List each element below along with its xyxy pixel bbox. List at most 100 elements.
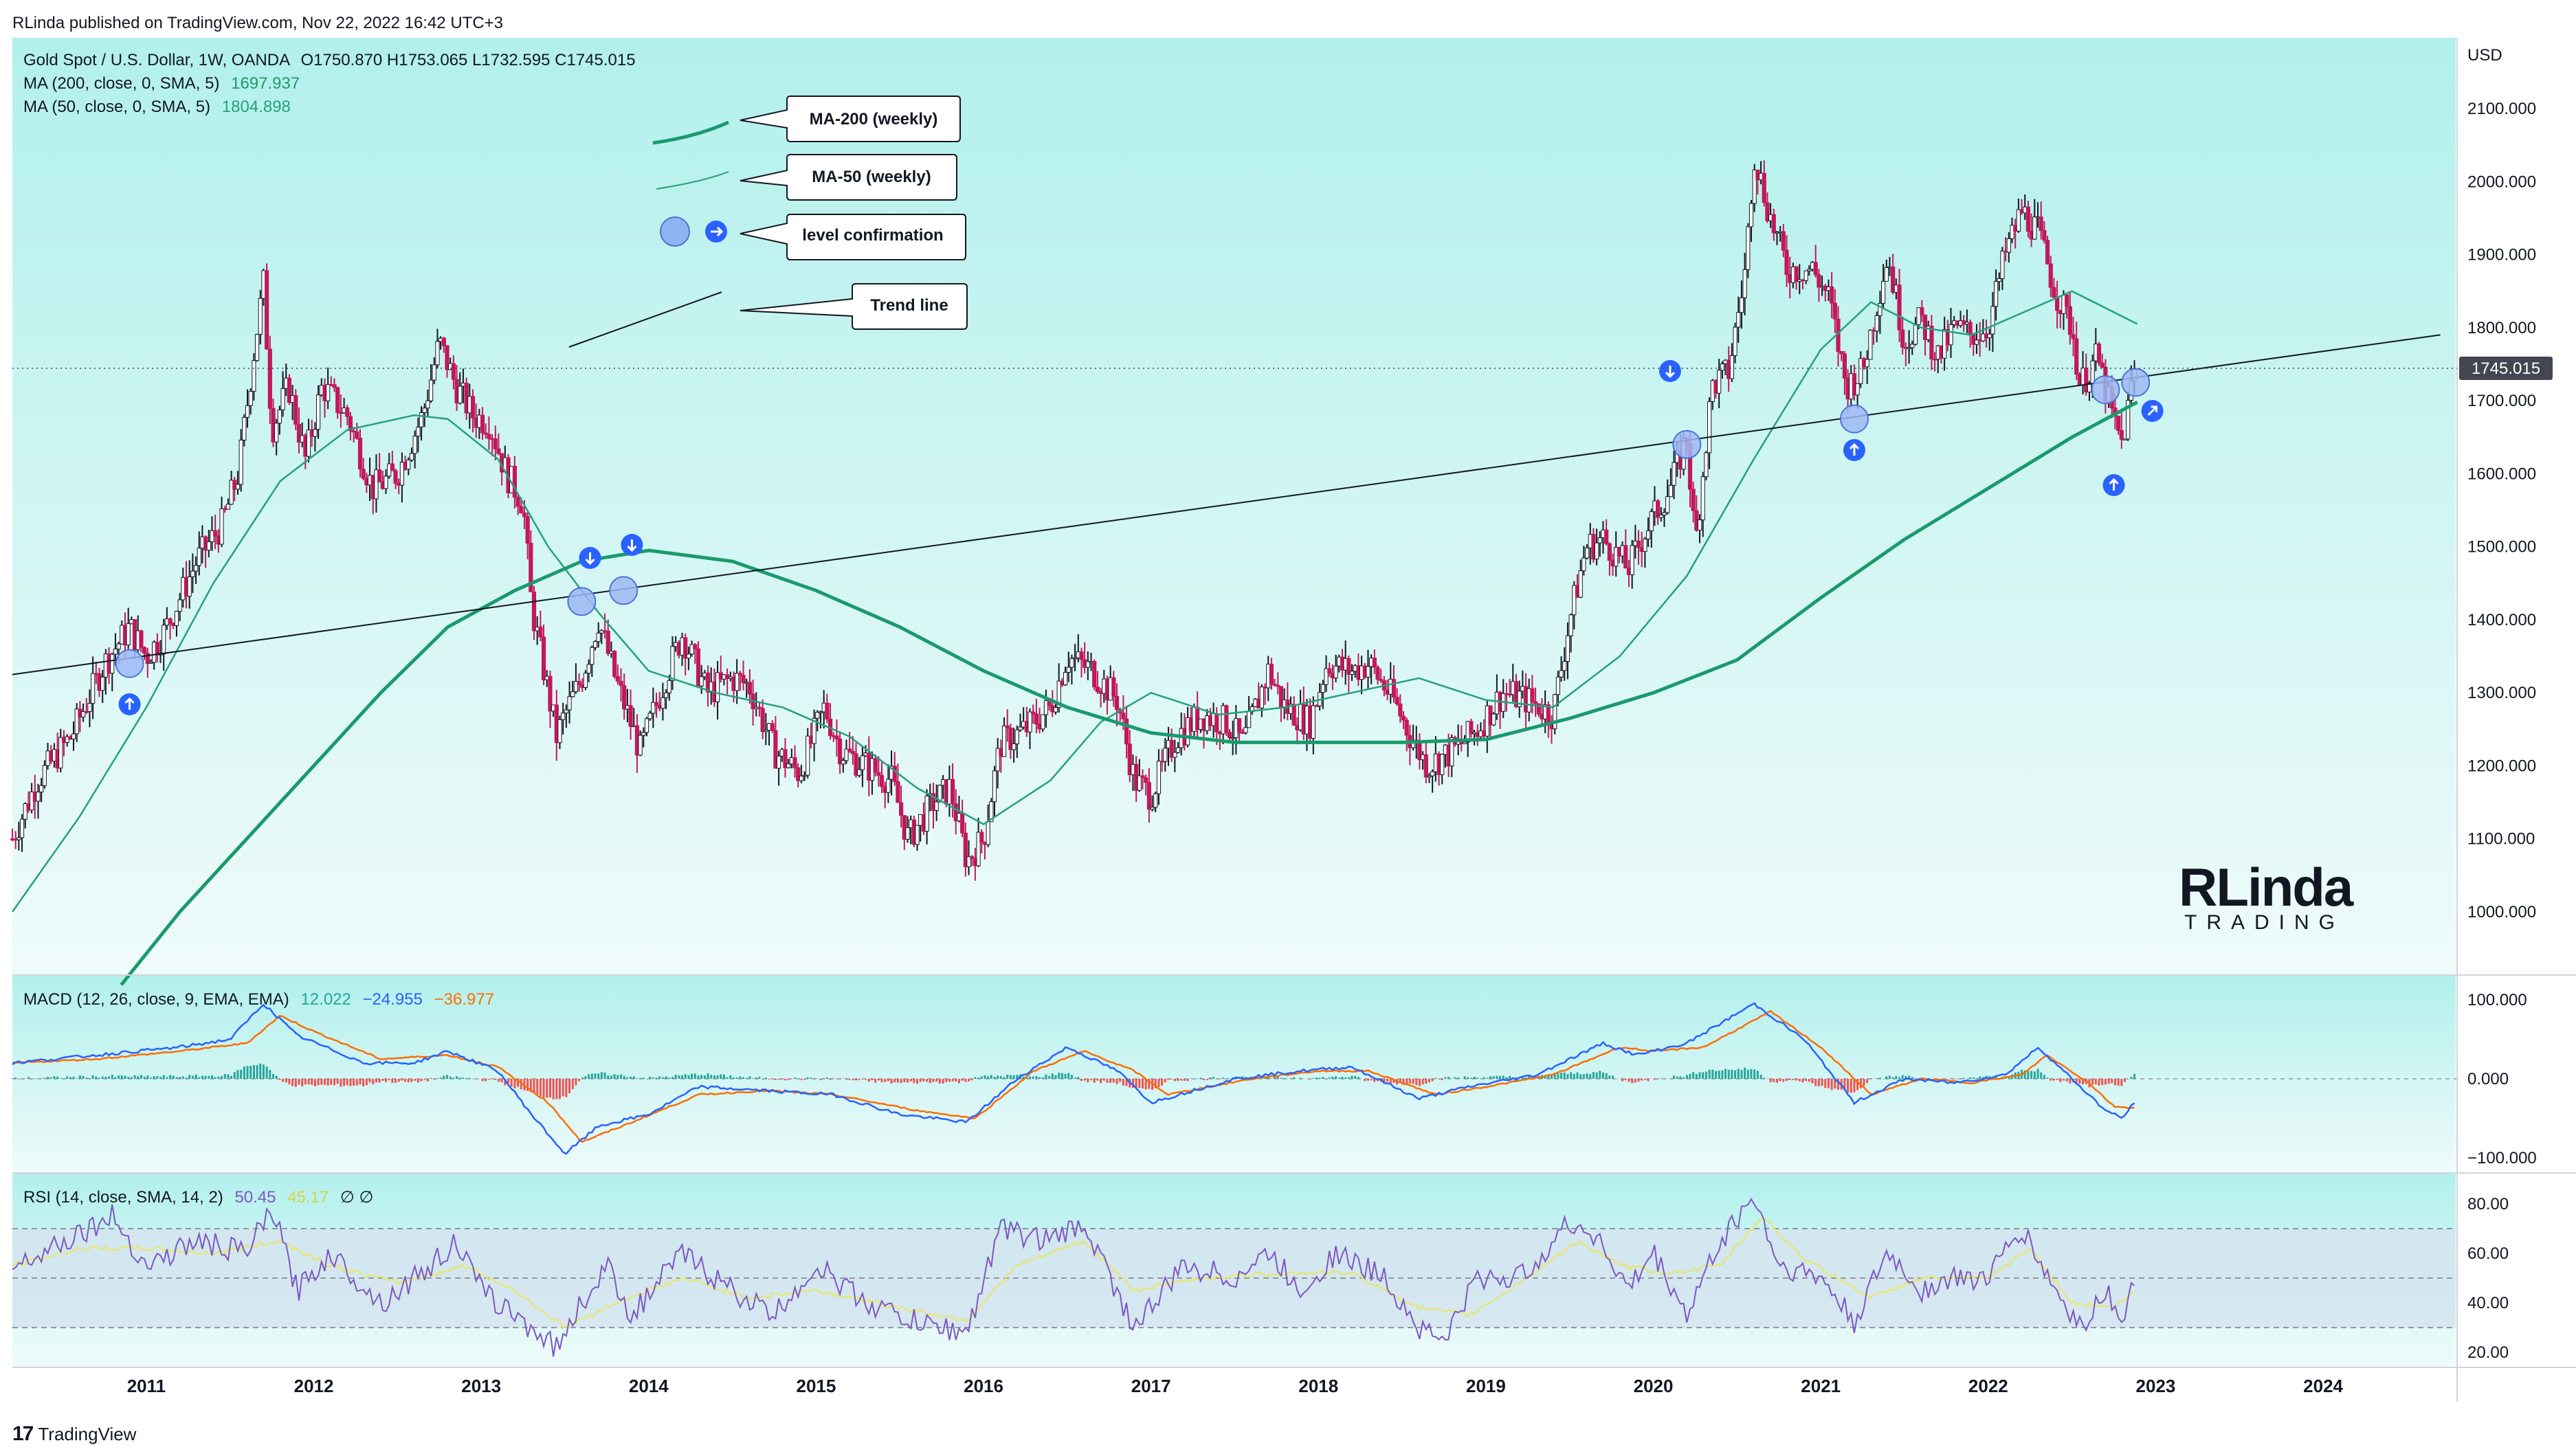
candle-body [525, 516, 530, 544]
candle-body [1063, 671, 1068, 686]
candle-body [248, 390, 253, 406]
candle-body [1842, 353, 1847, 379]
candle-body [197, 548, 201, 566]
arrow-right-glyph [711, 226, 724, 237]
legend-macd[interactable]: MACD (12, 26, close, 9, EMA, EMA) 12.022… [23, 990, 494, 1009]
candle-body [110, 653, 115, 674]
rsi-label: RSI (14, close, SMA, 14, 2) [23, 1188, 223, 1207]
candle-body [577, 681, 581, 686]
candle-body [899, 802, 904, 816]
candle-body [879, 774, 885, 787]
candle-body [802, 774, 807, 777]
candle-body [1169, 739, 1174, 758]
candle-body [2119, 429, 2124, 440]
candle-body [16, 837, 21, 840]
candle-body [1720, 363, 1724, 371]
callout-trend[interactable]: Trend line [740, 283, 968, 330]
candle-body [1817, 274, 1821, 288]
candle-body [377, 469, 382, 482]
level-circle [2121, 368, 2151, 397]
candle-body [683, 637, 688, 659]
candle-body [1636, 540, 1641, 548]
callout-ma200[interactable]: MA-200 (weekly) [740, 96, 961, 142]
candle-body [854, 753, 858, 776]
price-tick-label: 1200.000 [2467, 757, 2536, 775]
candle-body [1717, 370, 1722, 394]
candle-body [80, 711, 86, 718]
candle-body [116, 643, 121, 650]
candle-body [91, 673, 96, 704]
level-sample-circle [660, 216, 690, 247]
arrow-up-icon [118, 693, 141, 715]
candle-body [1124, 718, 1129, 745]
candle-body [1146, 782, 1151, 810]
level-circle [1672, 429, 1702, 459]
candle-body [950, 779, 955, 805]
candle-body [741, 675, 746, 684]
legend-symbol[interactable]: Gold Spot / U.S. Dollar, 1W, OANDA O1750… [23, 51, 636, 70]
legend-ma50[interactable]: MA (50, close, 0, SMA, 5) 1804.898 [23, 98, 291, 117]
time-tick-label: 2021 [1801, 1376, 1841, 1396]
candle-body [715, 672, 720, 702]
candle-body [113, 649, 118, 655]
candle-body [590, 647, 595, 665]
candle-body [825, 702, 830, 719]
candle-body [406, 459, 411, 470]
candle-body [2048, 263, 2053, 288]
candle-body [841, 760, 845, 765]
candle-body [1968, 322, 1973, 335]
candle-body [1630, 545, 1634, 575]
time-tick-label: 2017 [1131, 1376, 1171, 1396]
candle-body [1324, 668, 1329, 685]
candle-body [815, 712, 820, 719]
candle-body [1855, 383, 1860, 396]
candle-body [806, 735, 810, 776]
candle-body [326, 384, 331, 401]
candle-body [267, 348, 272, 409]
last-price-label: 1745.015 [2472, 359, 2540, 378]
level-circle [115, 649, 144, 678]
callout-level[interactable]: level confirmation [740, 214, 966, 260]
candle-body [1066, 667, 1071, 673]
main-scale-bg [2457, 38, 2576, 974]
candle-body [287, 377, 292, 403]
rsi-extra: ∅ ∅ [340, 1188, 374, 1207]
candle-body [960, 812, 965, 834]
candle-body [1031, 711, 1036, 715]
candle-body [258, 298, 263, 335]
candle-body [1150, 807, 1155, 810]
candle-body [1910, 344, 1915, 348]
candle-body [393, 470, 398, 484]
candle-body [1085, 661, 1090, 668]
macd-value: −24.955 [362, 990, 423, 1009]
candle-body [193, 565, 199, 572]
candle-body [1739, 297, 1744, 313]
candle-body [1272, 684, 1277, 686]
price-tick-label: 1900.000 [2467, 246, 2536, 265]
legend-ma200[interactable]: MA (200, close, 0, SMA, 5) 1697.937 [23, 74, 300, 93]
rsi-line [12, 1198, 2135, 1357]
candle-body [1366, 666, 1370, 678]
candle-body [1111, 677, 1116, 697]
legend-rsi[interactable]: RSI (14, close, SMA, 14, 2) 50.45 45.17 … [23, 1187, 373, 1207]
candle-body [306, 429, 311, 457]
candle-body [335, 387, 340, 413]
candle-body [1553, 694, 1557, 730]
candle-body [390, 463, 395, 471]
time-tick-label: 2019 [1466, 1376, 1506, 1396]
candle-body [541, 636, 546, 680]
candle-body [2032, 216, 2037, 240]
candle-body [1530, 688, 1535, 702]
footer-brand[interactable]: 17 TradingView [12, 1422, 136, 1446]
macd-tick-label: 100.000 [2467, 991, 2527, 1009]
candle-body [1398, 703, 1403, 717]
callout-ma50[interactable]: MA-50 (weekly) [740, 154, 957, 201]
currency-label: USD [2467, 46, 2502, 65]
candle-body [583, 673, 588, 688]
candle-body [531, 591, 537, 631]
candle-body [876, 772, 881, 776]
candle-body [139, 630, 144, 648]
candle-body [1656, 500, 1661, 518]
candle-body [1584, 547, 1590, 559]
